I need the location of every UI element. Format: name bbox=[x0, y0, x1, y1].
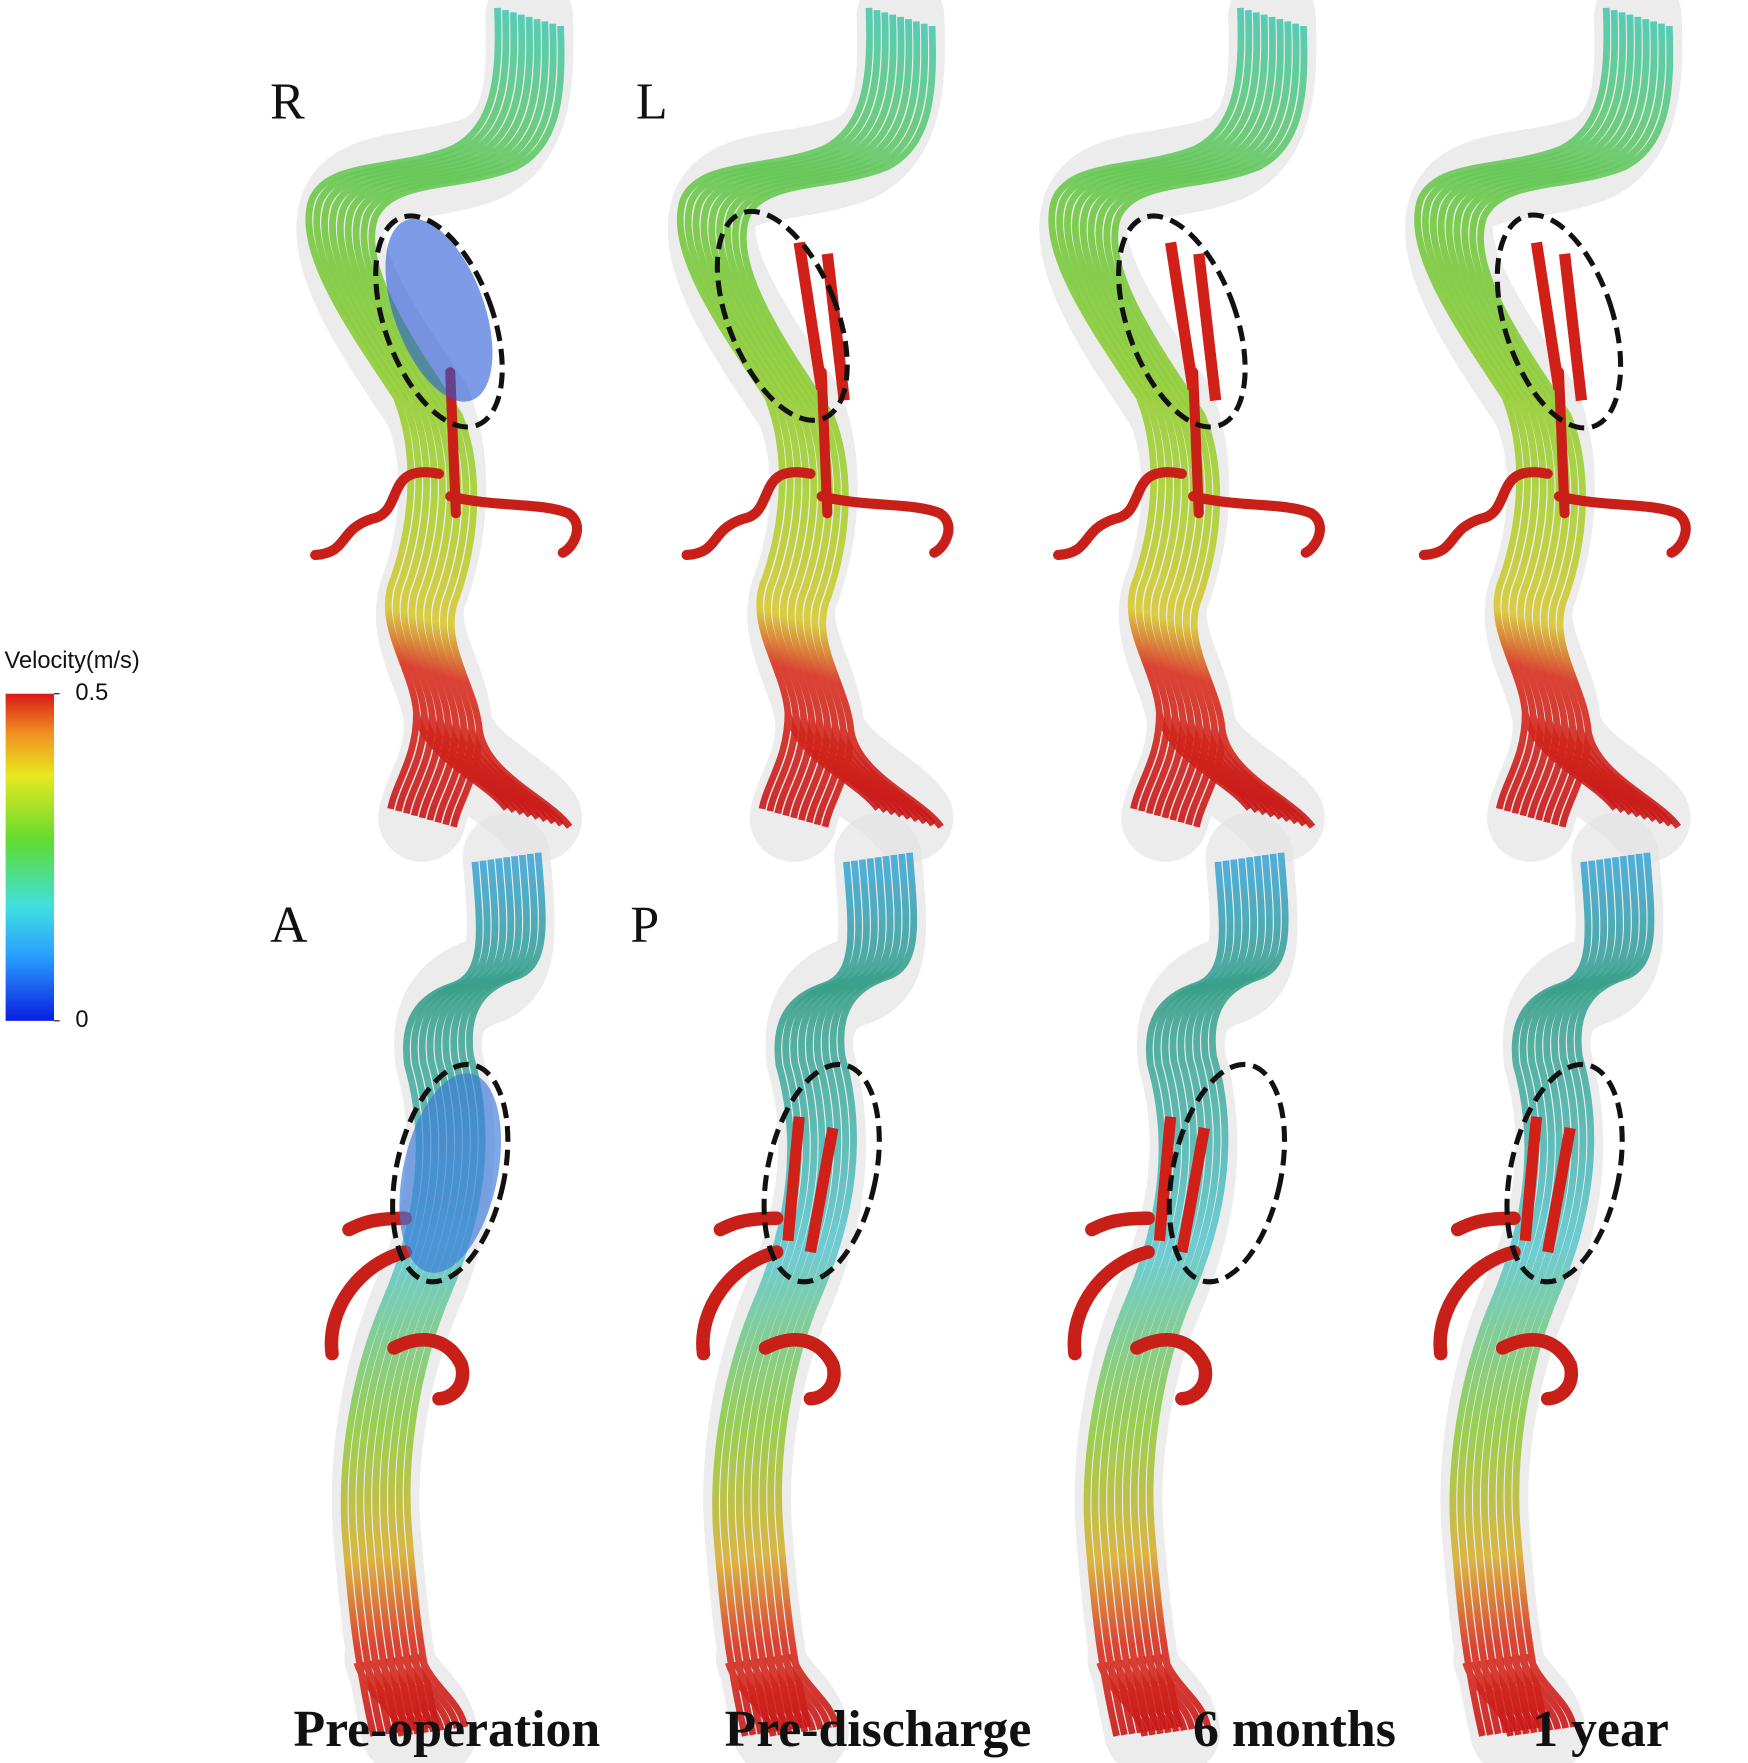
highlight-ellipse bbox=[373, 213, 505, 430]
column-label: Pre-discharge bbox=[725, 1701, 1032, 1758]
figure-art: R L A P Pre-operation Pre-discharge 6 months 1 … bbox=[5, 0, 1691, 1763]
highlight-ellipse bbox=[1494, 212, 1624, 431]
orientation-label: A bbox=[270, 897, 308, 954]
column-label: 1 year bbox=[1532, 1701, 1669, 1758]
branch-vessel bbox=[1433, 1211, 1579, 1406]
branch-vessel bbox=[324, 1211, 470, 1406]
orientation-label: L bbox=[636, 73, 668, 130]
branch-vessel bbox=[1052, 367, 1325, 561]
colorbar-tick-label: 0.5 bbox=[75, 680, 108, 706]
highlight-ellipse bbox=[761, 1061, 882, 1285]
highlight-ellipse bbox=[1504, 1061, 1625, 1285]
colorbar-title: Velocity(m/s) bbox=[5, 648, 140, 674]
column-label: Pre-operation bbox=[294, 1701, 601, 1758]
highlight-ellipse bbox=[1116, 213, 1248, 430]
column-label: 6 months bbox=[1193, 1701, 1396, 1758]
streamline bbox=[775, 852, 918, 1728]
slow-flow-region bbox=[399, 1073, 502, 1273]
branch-vessel bbox=[696, 1211, 841, 1406]
highlight-ellipse bbox=[1166, 1061, 1288, 1285]
stent-graft bbox=[782, 1116, 839, 1254]
branch-vessel bbox=[1067, 1211, 1213, 1406]
slow-flow-region bbox=[385, 218, 493, 402]
streamline bbox=[1146, 852, 1289, 1728]
highlight-ellipse bbox=[714, 208, 850, 423]
aorta-panel bbox=[667, 0, 954, 1763]
highlight-ellipse bbox=[390, 1061, 511, 1285]
streamline bbox=[1512, 852, 1655, 1728]
aorta-panel bbox=[1039, 0, 1325, 1763]
colorbar bbox=[5, 693, 55, 1021]
orientation-label: R bbox=[270, 73, 305, 130]
stent-graft bbox=[1153, 1116, 1210, 1254]
aorta-panel bbox=[296, 0, 583, 1763]
orientation-label: P bbox=[630, 897, 659, 954]
colorbar-tick-label: 0 bbox=[75, 1007, 88, 1033]
stent-graft bbox=[793, 241, 850, 402]
branch-vessel bbox=[1418, 367, 1691, 561]
stent-graft bbox=[1519, 1116, 1576, 1254]
stent-graft bbox=[1530, 241, 1588, 402]
stent-graft bbox=[1165, 241, 1222, 402]
branch-vessel bbox=[681, 367, 954, 561]
aorta-panel bbox=[1405, 0, 1691, 1763]
